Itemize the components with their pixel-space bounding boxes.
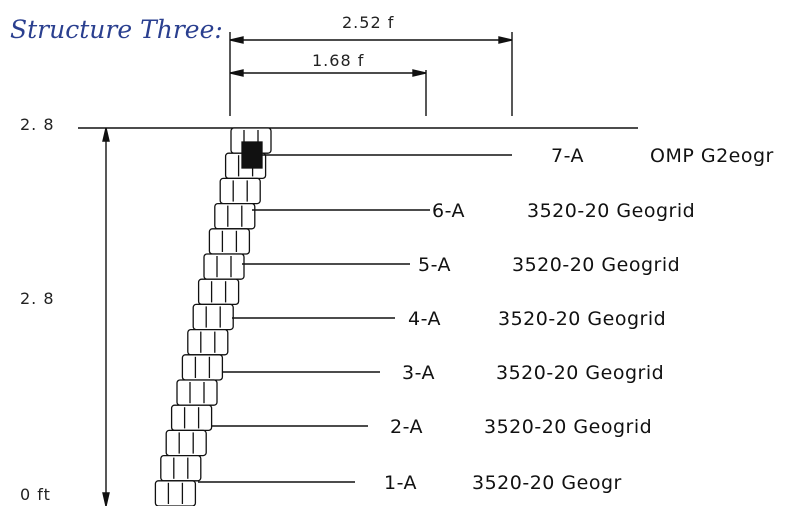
dim-arrow-up bbox=[102, 127, 110, 142]
reinforcement-layers: 7-A OMP G2eogr 6-A 3520-20 Geogrid 5-A 3520-2… bbox=[198, 145, 774, 494]
diagram-title: Structure Three: bbox=[10, 15, 223, 44]
wall-block bbox=[165, 429, 207, 457]
dim-arrow-right-mid bbox=[412, 69, 427, 77]
wall-block bbox=[219, 177, 261, 205]
dimension-mid-width bbox=[229, 69, 427, 116]
layer-id-label: 3-A bbox=[402, 362, 435, 384]
layer-material-label: 3520-20 Geogr bbox=[472, 472, 622, 494]
height-mid-label: 2. 8 bbox=[20, 289, 55, 308]
wall-block bbox=[192, 303, 234, 331]
wall-block bbox=[154, 480, 197, 506]
dim-arrow-left-mid bbox=[229, 69, 244, 77]
dimension-top-width bbox=[229, 32, 513, 116]
dim-arrow-down bbox=[102, 492, 110, 506]
layer-id-label: 7-A bbox=[551, 145, 584, 167]
wall-block bbox=[214, 202, 256, 230]
top-width-label: 2.52 f bbox=[342, 13, 394, 32]
layer-material-label: 3520-20 Geogrid bbox=[484, 416, 652, 438]
height-bottom-label: 0 ft bbox=[20, 485, 51, 504]
mid-width-label: 1.68 f bbox=[312, 51, 364, 70]
wall-block bbox=[187, 328, 229, 356]
dim-arrow-right bbox=[498, 36, 513, 44]
wall-block bbox=[176, 379, 218, 406]
wall-block bbox=[208, 228, 251, 255]
wall-block bbox=[170, 404, 213, 432]
title-group: Structure Three: bbox=[10, 15, 223, 44]
block-wall bbox=[154, 127, 272, 506]
layer-id-label: 5-A bbox=[418, 254, 451, 276]
layer-id-label: 4-A bbox=[408, 308, 441, 330]
layer-id-label: 2-A bbox=[390, 416, 423, 438]
layer-material-label: 3520-20 Geogrid bbox=[527, 200, 695, 222]
layer-id-label: 6-A bbox=[432, 200, 465, 222]
layer-material-label: 3520-20 Geogrid bbox=[496, 362, 664, 384]
dim-arrow-left bbox=[229, 36, 244, 44]
layer-material-label: 3520-20 Geogrid bbox=[498, 308, 666, 330]
dimension-height bbox=[102, 127, 110, 506]
wall-block bbox=[181, 354, 224, 381]
wall-block bbox=[160, 454, 202, 482]
layer-material-label: 3520-20 Geogrid bbox=[512, 254, 680, 276]
layer-material-label: OMP G2eogr bbox=[650, 145, 774, 167]
wall-block bbox=[203, 253, 245, 280]
layer-id-label: 1-A bbox=[384, 472, 417, 494]
height-top-label: 2. 8 bbox=[20, 115, 55, 134]
wall-block bbox=[197, 278, 240, 306]
cap-block bbox=[241, 141, 263, 169]
